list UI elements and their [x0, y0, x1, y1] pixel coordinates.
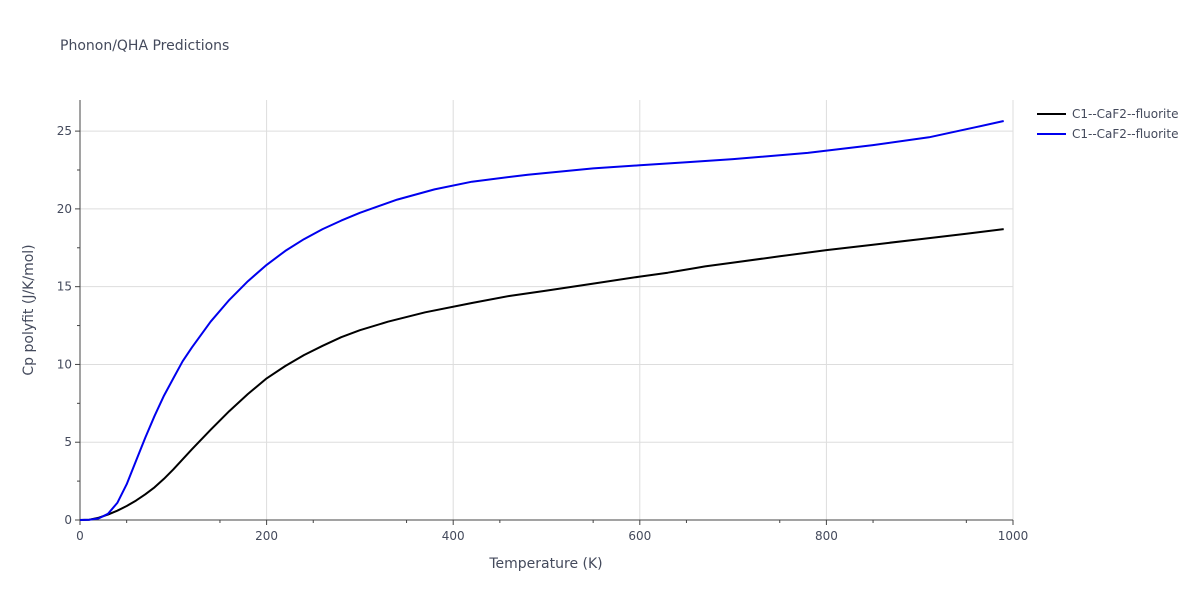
y-tick-label: 10 [57, 357, 72, 371]
legend[interactable]: C1--CaF2--fluorite C1--CaF2--fluorite [1037, 107, 1178, 141]
y-tick-label: 0 [64, 513, 72, 527]
y-tick-label: 25 [57, 124, 72, 138]
series-line-2 [79, 120, 1004, 521]
x-axis-title: Temperature (K) [488, 556, 602, 572]
x-tick-label: 0 [76, 529, 84, 543]
y-tick-label: 5 [64, 435, 72, 449]
x-tick-label: 400 [442, 529, 465, 543]
y-axis-title: Cp polyfit (J/K/mol) [21, 244, 37, 375]
series-group [79, 120, 1004, 521]
axes: 0 200 400 600 800 1000 0 5 10 15 20 25 [57, 100, 1029, 543]
x-tick-label: 600 [628, 529, 651, 543]
gridlines [80, 100, 1014, 520]
legend-label-1: C1--CaF2--fluorite [1072, 107, 1178, 121]
series-line-1 [79, 228, 1004, 521]
x-tick-label: 200 [255, 529, 278, 543]
legend-label-2: C1--CaF2--fluorite [1072, 127, 1178, 141]
chart-title: Phonon/QHA Predictions [60, 38, 229, 54]
x-tick-label: 1000 [998, 529, 1029, 543]
y-tick-label: 15 [57, 280, 72, 294]
y-tick-label: 20 [57, 202, 72, 216]
x-tick-label: 800 [815, 529, 838, 543]
